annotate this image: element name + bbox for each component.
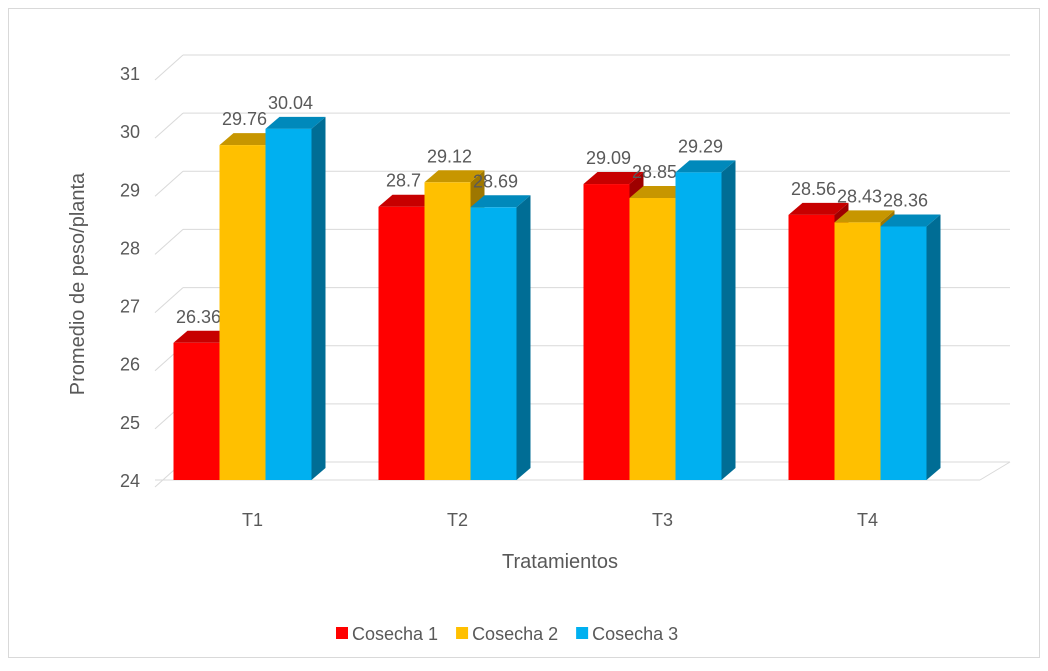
bar-top	[219, 133, 280, 146]
x-axis-title: Tratamientos	[502, 551, 618, 573]
data-label: 28.43	[837, 186, 882, 206]
y-tick-label: 25	[120, 413, 140, 433]
bar-front	[265, 128, 312, 480]
bar-front	[470, 207, 517, 480]
bar-top	[378, 194, 439, 207]
x-tick-label: T2	[447, 510, 468, 530]
bar-front	[880, 226, 927, 480]
bar-top	[265, 116, 326, 129]
legend-label: Cosecha 2	[472, 624, 558, 644]
x-tick-label: T3	[652, 510, 673, 530]
bar-top	[583, 172, 644, 185]
data-label: 26.36	[176, 307, 221, 327]
bar	[265, 116, 326, 481]
y-tick-label: 31	[120, 64, 140, 84]
y-tick-label: 24	[120, 471, 140, 491]
grid-line-side	[154, 112, 184, 139]
y-tick-label: 30	[120, 122, 140, 142]
legend-swatch	[456, 627, 469, 639]
bar-front	[173, 342, 220, 480]
legend-swatch	[576, 627, 589, 639]
data-label: 28.56	[791, 179, 836, 199]
grid-line-side	[154, 170, 184, 197]
bar-top	[788, 202, 849, 215]
data-label: 29.09	[586, 148, 631, 168]
bar-front	[424, 182, 471, 480]
y-tick-label: 29	[120, 180, 140, 200]
data-label: 29.12	[427, 146, 472, 166]
bar-top	[675, 160, 736, 173]
bar-side	[311, 116, 326, 481]
data-label: 30.04	[268, 93, 313, 113]
data-label: 28.85	[632, 162, 677, 182]
bar-front	[219, 145, 266, 480]
bar-top	[880, 214, 941, 227]
bar-top	[834, 210, 895, 223]
legend-label: Cosecha 1	[352, 624, 438, 644]
bar-front	[788, 214, 835, 480]
bar-front	[834, 222, 881, 481]
bar-front	[629, 198, 676, 480]
x-tick-label: T1	[242, 510, 263, 530]
y-axis-title: Promedio de peso/planta	[67, 172, 89, 395]
grid-line-side	[154, 229, 184, 255]
data-label: 28.7	[386, 171, 421, 191]
bar-side	[721, 160, 736, 480]
legend-label: Cosecha 3	[592, 624, 678, 644]
bar-top	[629, 186, 690, 199]
grid-line-side	[154, 54, 184, 81]
bar	[880, 214, 941, 481]
y-tick-label: 26	[120, 355, 140, 375]
bar	[470, 195, 531, 480]
bar-side	[926, 214, 941, 481]
bar-top	[470, 195, 531, 208]
bar-front	[675, 172, 722, 480]
x-tick-label: T4	[857, 510, 878, 530]
y-tick-label: 27	[120, 297, 140, 317]
bar-top	[424, 170, 485, 183]
data-label: 29.29	[678, 136, 723, 156]
bar	[675, 160, 736, 480]
data-label: 28.69	[473, 171, 518, 191]
floor-line-back	[979, 461, 1011, 481]
data-label: 28.36	[883, 190, 928, 210]
data-label: 29.76	[222, 109, 267, 129]
bar-front	[583, 184, 630, 480]
y-tick-label: 28	[120, 238, 140, 258]
bar-front	[378, 206, 425, 480]
bar-top	[173, 330, 234, 343]
bar-side	[516, 195, 531, 480]
grid-line-side	[154, 287, 184, 313]
legend-swatch	[336, 627, 348, 639]
